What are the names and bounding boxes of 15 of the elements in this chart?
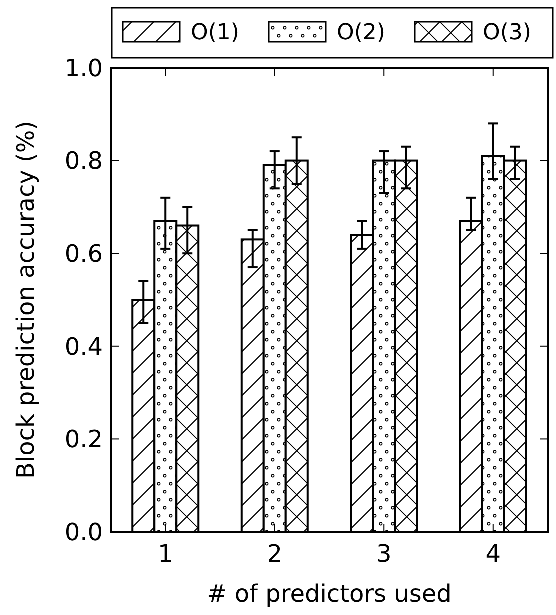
legend-label: O(2) (337, 20, 386, 46)
y-tick-label: 0.6 (64, 240, 103, 268)
y-tick-label: 1.0 (64, 54, 103, 82)
x-axis-title: # of predictors used (207, 580, 452, 608)
x-tick-label: 1 (158, 540, 174, 568)
legend-label: O(3) (483, 20, 532, 46)
y-tick-label: 0.2 (64, 426, 103, 454)
x-tick-label: 3 (376, 540, 392, 568)
y-tick-label: 0.4 (64, 332, 103, 361)
legend-label: O(1) (191, 20, 240, 46)
x-tick-label: 4 (486, 540, 502, 568)
y-axis-title: Block prediction accuracy (%) (12, 120, 40, 480)
x-tick-label: 2 (267, 540, 283, 568)
y-tick-label: 0.8 (64, 147, 103, 176)
y-tick-label: 0.0 (64, 518, 103, 546)
